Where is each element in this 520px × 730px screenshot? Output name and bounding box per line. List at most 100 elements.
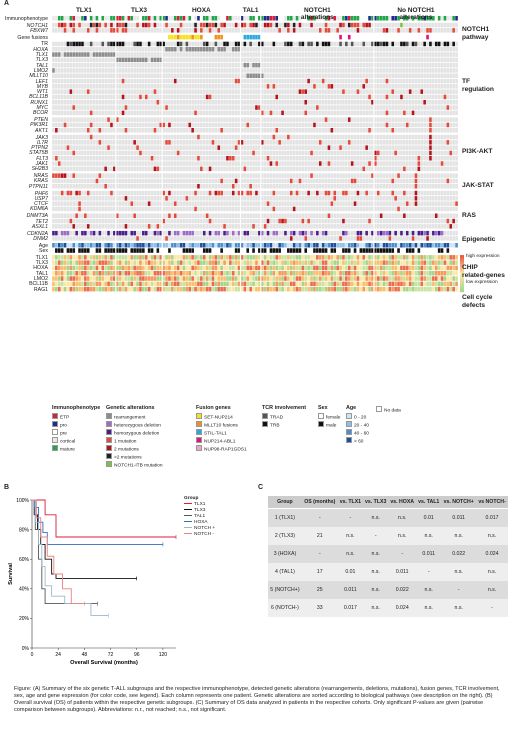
heatmap-cell [313,117,316,122]
heatmap-cell [275,173,279,178]
heatmap-cell [211,94,215,100]
heatmap-cell [156,84,160,89]
heatmap-cell [205,68,209,73]
heatmap-cell [408,22,412,28]
heatmap-cell [434,78,438,84]
heatmap-cell [449,68,453,73]
heatmap-cell [356,34,360,40]
heatmap-cell [342,110,345,116]
heatmap-cell [385,78,389,84]
heatmap-cell [371,161,374,166]
heatmap-cell [84,41,87,47]
heatmap-cell [72,213,76,218]
heatmap-cell [234,150,238,156]
heatmap-cell [420,41,424,47]
heatmap-cell [295,89,299,94]
heatmap-cell [345,178,348,184]
heatmap-cell [321,184,325,189]
heatmap-cell [121,52,125,57]
heatmap-cell [376,206,380,212]
heatmap-cell [368,73,371,78]
heatmap-cell [356,78,360,84]
heatmap-cell [374,156,377,161]
heatmap-cell [104,145,107,150]
heatmap-cell [223,94,226,100]
heatmap-cell [185,16,189,21]
heatmap-cell [159,184,163,189]
heatmap-cell [284,41,287,47]
heatmap-cell [420,166,424,172]
heatmap-cell [394,117,397,122]
heatmap-cell [127,34,131,40]
heatmap-cell [75,94,78,100]
heatmap-cell [287,84,290,89]
heatmap-cell [345,166,348,172]
heatmap-cell [237,140,241,145]
heatmap-cell [81,184,84,189]
heatmap-cell [246,84,250,89]
heatmap-cell [263,196,267,201]
heatmap-cell [307,117,310,122]
heatmap-cell [124,156,128,161]
heatmap-cell [153,128,157,133]
heatmap-cell [139,213,142,218]
heatmap-cell [78,150,81,156]
heatmap-cell [356,16,360,21]
heatmap-cell [258,150,261,156]
heatmap-cell [168,213,171,218]
heatmap-cell [104,22,107,28]
heatmap-cell [205,128,209,133]
heatmap-cell [57,62,61,68]
heatmap-cell [220,201,223,206]
heatmap-cell [298,62,302,68]
heatmap-cell [379,140,383,145]
heatmap-cell [350,140,354,145]
heatmap-cell [301,201,305,206]
heatmap-cell [118,41,122,47]
heatmap-cell [388,57,392,63]
heatmap-cell [113,150,116,156]
heatmap-cell [249,140,252,145]
heatmap-cell [289,41,293,47]
heatmap-cell [339,78,342,84]
heatmap-cell [266,22,270,28]
heatmap-cell [333,94,337,100]
heatmap-cell [130,166,134,172]
heatmap-cell [434,173,438,178]
heatmap-cell [310,201,313,206]
heatmap-cell [165,34,168,40]
heatmap-cell [376,105,380,110]
heatmap-cell [81,173,84,178]
heatmap-cell [443,62,447,68]
heatmap-cell [345,140,348,145]
heatmap-cell [345,190,348,196]
heatmap-cell [301,68,305,73]
heatmap-cell [260,47,264,52]
heatmap-cell [304,156,308,161]
heatmap-cell [374,100,377,105]
heatmap-cell [426,57,429,63]
heatmap-cell [214,34,218,40]
heatmap-cell [382,16,386,21]
heatmap-cell [258,173,261,178]
heatmap-cell [423,94,426,100]
heatmap-cell [391,150,395,156]
heatmap-cell [57,105,61,110]
heatmap-cell [182,78,186,84]
heatmap-cell [368,110,371,116]
heatmap-cell [110,34,113,40]
heatmap-cell [150,110,154,116]
heatmap-cell [455,150,458,156]
heatmap-cell [359,140,363,145]
heatmap-cell [281,156,284,161]
heatmap-cell [260,57,264,63]
heatmap-cell [434,145,438,150]
heatmap-cell [197,145,200,150]
heatmap-cell [255,166,258,172]
heatmap-cell [214,16,218,21]
heatmap-cell [75,201,78,206]
heatmap-cell [400,128,403,133]
heatmap-cell [284,178,287,184]
heatmap-cell [405,206,409,212]
heatmap-cell [118,140,122,145]
